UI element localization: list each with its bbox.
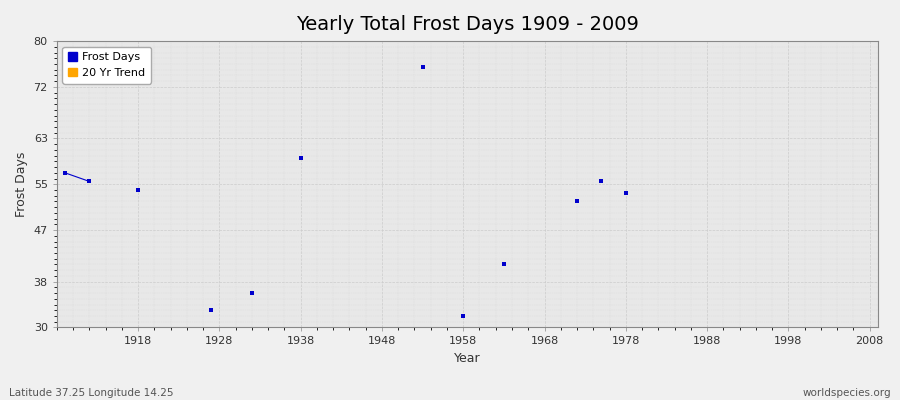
Point [130,187,145,193]
X-axis label: Year: Year [454,352,481,365]
Point [456,313,471,319]
Point [245,290,259,296]
Legend: Frost Days, 20 Yr Trend: Frost Days, 20 Yr Trend [62,47,151,84]
Title: Yearly Total Frost Days 1909 - 2009: Yearly Total Frost Days 1909 - 2009 [296,15,639,34]
Point [58,170,72,176]
Point [570,198,584,205]
Point [497,261,511,268]
Point [82,178,96,185]
Y-axis label: Frost Days: Frost Days [15,152,28,217]
Text: worldspecies.org: worldspecies.org [803,388,891,398]
Point [594,178,608,185]
Point [204,307,219,314]
Point [416,64,430,70]
Text: Latitude 37.25 Longitude 14.25: Latitude 37.25 Longitude 14.25 [9,388,174,398]
Point [293,155,308,162]
Point [618,190,633,196]
